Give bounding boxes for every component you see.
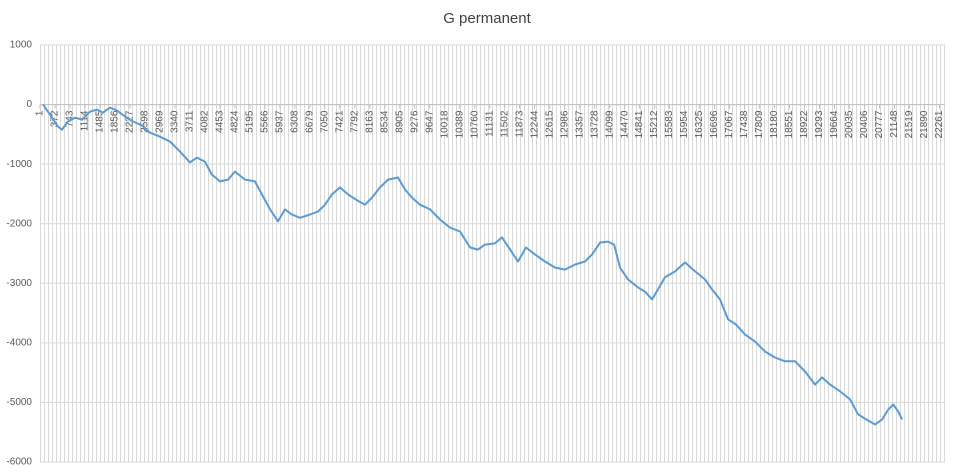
- x-tick-label: 5566: [260, 110, 271, 133]
- x-tick-label: 3340: [170, 110, 181, 133]
- x-tick-label: 9647: [424, 110, 435, 133]
- x-tick-label: 743: [65, 110, 76, 127]
- x-tick-label: 21519: [904, 110, 915, 138]
- plot-hatching: [40, 45, 945, 462]
- x-tick-label: 7421: [334, 110, 345, 133]
- x-tick-label: 2969: [155, 110, 166, 133]
- y-tick-label: -3000: [6, 278, 32, 289]
- y-tick-label: -2000: [6, 218, 32, 229]
- x-tick-label: 2598: [140, 110, 151, 133]
- x-tick-label: 7050: [319, 110, 330, 133]
- x-tick-label: 20777: [874, 110, 885, 138]
- y-tick-label: -6000: [6, 457, 32, 468]
- x-tick-label: 21890: [919, 110, 930, 138]
- x-tick-label: 18551: [784, 110, 795, 138]
- x-tick-label: 12615: [544, 110, 555, 138]
- x-tick-label: 17809: [754, 110, 765, 138]
- y-tick-label: -4000: [6, 337, 32, 348]
- x-tick-label: 10760: [469, 110, 480, 138]
- data-line: [42, 104, 904, 426]
- x-tick-label: 1485: [95, 110, 106, 133]
- x-tick-label: 6679: [304, 110, 315, 133]
- x-tick-label: 15212: [649, 110, 660, 138]
- x-tick-label: 13728: [589, 110, 600, 138]
- x-tick-label: 18180: [769, 110, 780, 138]
- x-tick-label: 8534: [379, 110, 390, 133]
- x-tick-label: 19293: [814, 110, 825, 138]
- y-tick-label: -5000: [6, 397, 32, 408]
- x-tick-label: 20035: [844, 110, 855, 138]
- x-tick-label: 17438: [739, 110, 750, 138]
- x-tick-label: 1: [35, 110, 46, 116]
- x-tick-label: 22261: [934, 110, 945, 138]
- x-tick-label: 11131: [484, 110, 495, 137]
- y-tick-label: 0: [26, 99, 32, 110]
- x-tick-label: 5195: [245, 110, 256, 133]
- x-tick-label: 1856: [110, 110, 121, 133]
- x-tick-label: 21148: [889, 110, 900, 138]
- chart-title: G permanent: [443, 10, 531, 27]
- x-tick-label: 17067: [724, 110, 735, 138]
- x-tick-label: 14099: [604, 110, 615, 138]
- x-tick-label: 18922: [799, 110, 810, 138]
- x-tick-label: 10389: [454, 110, 465, 138]
- x-tick-label: 16325: [694, 110, 705, 138]
- x-tick-label: 2227: [125, 110, 136, 133]
- x-tick-label: 11873: [514, 110, 525, 138]
- x-tick-label: 1114: [80, 110, 91, 131]
- x-tick-label: 7792: [349, 110, 360, 133]
- y-tick-label: -1000: [6, 159, 32, 170]
- x-tick-label: 12244: [529, 110, 540, 138]
- x-tick-label: 11502: [499, 110, 510, 138]
- x-tick-label: 372: [50, 110, 61, 127]
- y-tick-label: 1000: [10, 40, 33, 51]
- x-tick-label: 12986: [559, 110, 570, 138]
- x-tick-label: 4824: [230, 110, 241, 133]
- x-tick-label: 6308: [289, 110, 300, 133]
- x-tick-label: 14470: [619, 110, 630, 138]
- x-tick-label: 14841: [634, 110, 645, 138]
- x-tick-label: 13357: [574, 110, 585, 138]
- x-tick-label: 20406: [859, 110, 870, 138]
- x-tick-label: 9276: [409, 110, 420, 133]
- x-tick-label: 8905: [394, 110, 405, 133]
- x-tick-label: 15954: [679, 110, 690, 138]
- x-tick-label: 8163: [364, 110, 375, 133]
- x-tick-label: 5937: [275, 110, 286, 133]
- x-tick-label: 4453: [215, 110, 226, 133]
- x-tick-label: 15583: [664, 110, 675, 138]
- x-tick-label: 10018: [439, 110, 450, 138]
- x-tick-label: 16696: [709, 110, 720, 138]
- x-tick-label: 19664: [829, 110, 840, 138]
- x-tick-label: 3711: [185, 110, 196, 132]
- x-tick-label: 4082: [200, 110, 211, 133]
